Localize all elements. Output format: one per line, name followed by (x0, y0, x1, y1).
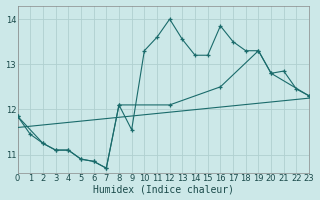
X-axis label: Humidex (Indice chaleur): Humidex (Indice chaleur) (93, 184, 234, 194)
